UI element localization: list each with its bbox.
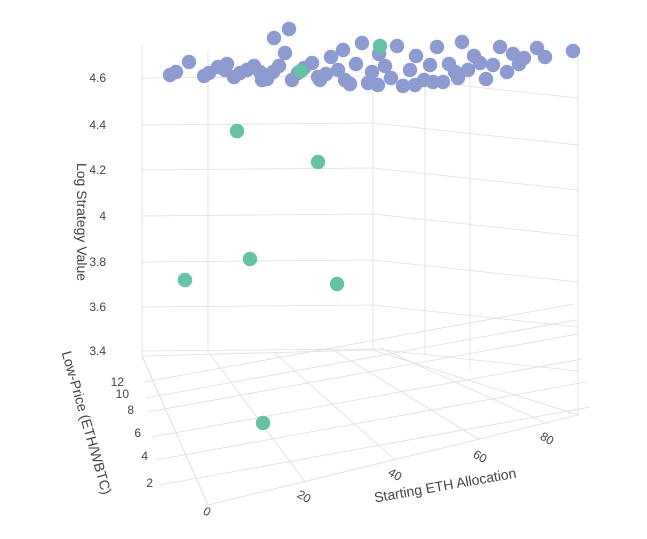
floor-grid-x [272, 351, 396, 461]
y-tick-label: 2 [146, 476, 153, 490]
data-point[interactable] [266, 30, 282, 46]
z-grid-line [141, 213, 374, 217]
data-point[interactable] [565, 43, 581, 59]
data-point-highlight[interactable] [177, 272, 193, 288]
z-tick-label: 4.2 [89, 163, 106, 177]
data-point[interactable] [377, 58, 393, 74]
z-grid-line [372, 304, 579, 328]
floor-grid-y [159, 406, 591, 486]
data-point[interactable] [277, 45, 293, 61]
data-point-highlight[interactable] [310, 154, 326, 170]
data-point-highlight[interactable] [229, 123, 245, 139]
floor-grid-y [147, 333, 579, 413]
z-axis-title: Log Strategy Value [74, 163, 90, 281]
data-point[interactable] [395, 78, 411, 94]
y-tick-label: 10 [116, 387, 130, 401]
data-point[interactable] [281, 21, 297, 37]
z-tick-label: 4.4 [89, 118, 106, 132]
data-point-highlight[interactable] [242, 251, 258, 267]
z-grid-line [372, 122, 579, 146]
data-point[interactable] [460, 62, 476, 78]
z-grid-line [372, 259, 579, 283]
y-tick-label: 12 [111, 375, 125, 389]
y-axis-title: Low-Price (ETH/WBTC) [59, 349, 115, 496]
floor-grid-y [143, 303, 575, 383]
data-point-highlight[interactable] [372, 38, 388, 54]
floor-grid-x [379, 347, 549, 425]
floor-grid-x [141, 355, 209, 506]
data-point-highlight[interactable] [255, 415, 271, 431]
data-point-highlight[interactable] [293, 63, 309, 79]
data-point[interactable] [422, 57, 438, 73]
z-tick-label: 4.6 [89, 71, 106, 85]
data-points [162, 21, 581, 431]
z-grid-line [141, 259, 374, 263]
data-point[interactable] [389, 38, 405, 54]
data-point-highlight[interactable] [329, 276, 345, 292]
y-tick-label: 8 [127, 403, 134, 417]
data-point[interactable] [323, 49, 339, 65]
data-point[interactable] [425, 74, 441, 90]
z-tick-label: 3.6 [89, 300, 106, 314]
data-point[interactable] [407, 77, 423, 93]
floor-grid-y [151, 358, 583, 438]
data-point[interactable] [435, 74, 451, 90]
data-point[interactable] [454, 34, 470, 50]
data-point[interactable] [429, 39, 445, 55]
x-tick-label: 0 [201, 504, 214, 520]
data-point[interactable] [537, 49, 553, 65]
data-point[interactable] [364, 64, 380, 80]
data-point[interactable] [310, 69, 326, 85]
z-grid-line [141, 304, 374, 308]
z-tick-label: 3.8 [89, 255, 106, 269]
data-point[interactable] [383, 70, 399, 86]
grid-lines [141, 45, 591, 506]
data-point[interactable] [478, 71, 494, 87]
z-grid-line [372, 348, 579, 372]
data-point[interactable] [217, 62, 233, 78]
z-grid-line [141, 348, 374, 352]
data-point[interactable] [450, 70, 466, 86]
data-point[interactable] [472, 55, 488, 71]
data-point[interactable] [402, 62, 418, 78]
data-point[interactable] [516, 50, 532, 66]
data-point[interactable] [492, 39, 508, 55]
floor-grid-x [332, 349, 481, 441]
data-point[interactable] [354, 35, 370, 51]
data-point[interactable] [330, 62, 346, 78]
data-point[interactable] [254, 72, 270, 88]
floor-grid-y [145, 319, 577, 399]
z-tick-label: 4 [99, 209, 106, 223]
z-grid-line [372, 213, 579, 237]
data-point[interactable] [181, 54, 197, 70]
x-tick-label: 80 [538, 429, 557, 448]
data-point[interactable] [304, 55, 320, 71]
z-grid-line [141, 167, 374, 171]
data-point[interactable] [348, 56, 364, 72]
floor-edge [207, 414, 579, 506]
floor-edge [372, 349, 579, 416]
x-tick-label: 40 [386, 465, 405, 484]
y-tick-label: 4 [141, 449, 148, 463]
data-point[interactable] [168, 64, 184, 80]
x-tick-label: 20 [295, 487, 314, 506]
x-tick-label: 60 [471, 447, 490, 466]
data-point[interactable] [271, 58, 287, 74]
data-point[interactable] [337, 72, 353, 88]
z-grid-line [141, 122, 374, 126]
data-point[interactable] [335, 42, 351, 58]
data-point[interactable] [370, 77, 386, 93]
y-tick-label: 6 [134, 426, 141, 440]
data-point[interactable] [485, 57, 501, 73]
z-tick-label: 3.4 [89, 344, 106, 358]
data-point[interactable] [408, 48, 424, 64]
z-grid-line [372, 75, 579, 99]
floor-grid-y [155, 381, 587, 461]
z-grid-line [372, 167, 579, 191]
data-point[interactable] [499, 64, 515, 80]
